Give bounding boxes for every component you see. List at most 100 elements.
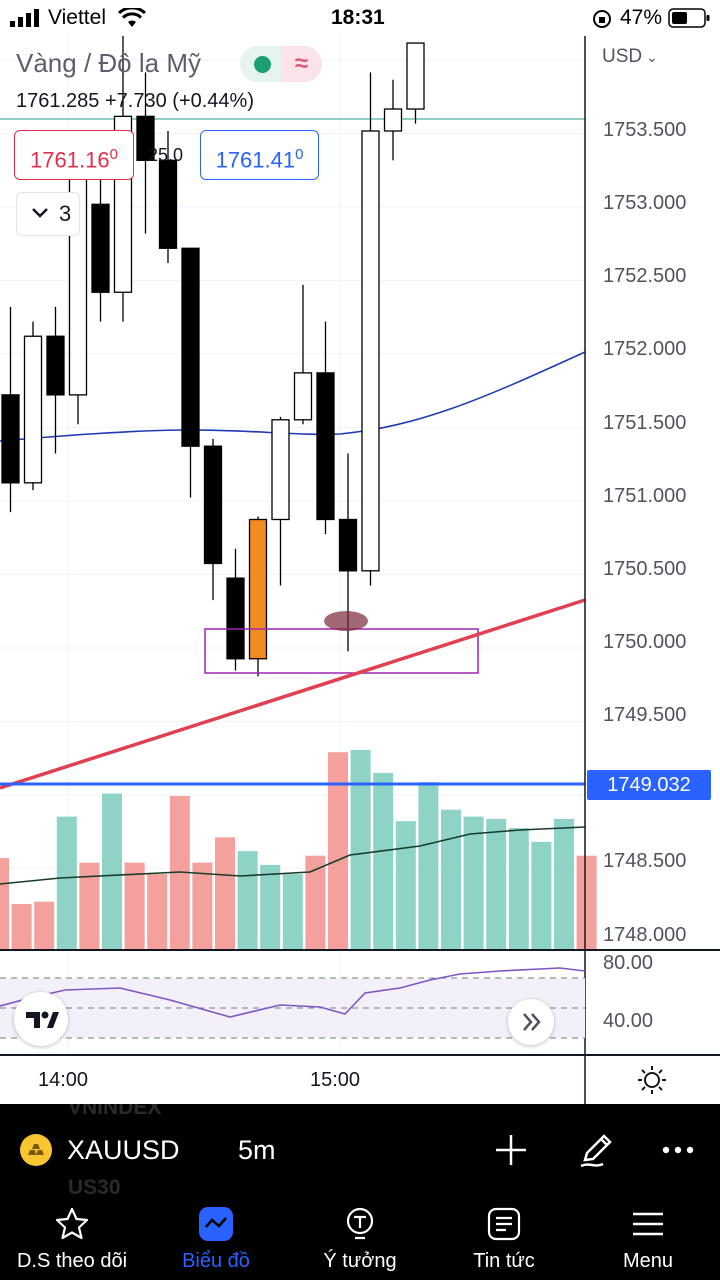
price-chart[interactable] [0, 36, 720, 1104]
price-axis-label: 1753.500 [603, 119, 687, 141]
bid-price: 1761.16 [30, 147, 110, 173]
news-icon [487, 1207, 521, 1241]
chart-settings-button[interactable] [636, 1064, 668, 1096]
volume-bar [260, 864, 281, 950]
chevron-down-icon [32, 208, 48, 218]
gold-bars-icon [20, 1134, 52, 1166]
volume-bar [463, 816, 484, 950]
volume-bar [531, 841, 552, 950]
candle-body [338, 518, 358, 572]
carrier-name: Viettel [48, 6, 106, 29]
volume-bar [237, 851, 258, 950]
battery-percent: 47% [620, 6, 663, 29]
interval-selector[interactable]: 5m [238, 1135, 276, 1165]
add-icon[interactable] [493, 1132, 529, 1168]
chart-area[interactable]: Vàng / Đô la Mỹ ≈ 1761.285 +7.730 (+0.44… [0, 36, 720, 1104]
volume-bar [147, 874, 168, 950]
candle-body [46, 335, 65, 396]
idea-bulb-icon [346, 1207, 374, 1240]
candle-body [383, 108, 403, 132]
bid-price-sup: 0 [109, 146, 118, 163]
price-axis-label: 1752.500 [603, 265, 687, 287]
volume-bar [554, 818, 574, 950]
ask-price: 1761.41 [215, 147, 296, 173]
bottom-toolbar: VNINDEX US30 XAUUSD 5m [0, 1104, 720, 1194]
brush-mark [324, 611, 368, 631]
symbol-selector[interactable]: XAUUSD [67, 1135, 180, 1165]
wave-icon: ≈ [281, 46, 322, 82]
candle-body [361, 130, 380, 572]
scroll-to-realtime-button[interactable] [508, 999, 554, 1045]
nav-label: Tin tức [473, 1250, 535, 1272]
nav-chart[interactable]: Biểu đồ [144, 1194, 288, 1280]
nav-label: Ý tưởng [323, 1250, 397, 1272]
status-bar: Viettel 18:31 47% [0, 0, 720, 36]
candle-body [248, 518, 268, 660]
volume-bar [508, 828, 529, 950]
price-axis-label: 1750.500 [603, 558, 687, 580]
price-line: 1761.285 +7.730 (+0.44%) [16, 90, 254, 113]
volume-bar [11, 904, 32, 950]
volume-bar [79, 862, 100, 950]
bottom-navigation: D.S theo dõi Biểu đồ Ý tưởng Tin tức Men… [0, 1194, 720, 1280]
candle-body [23, 335, 43, 484]
menu-icon [633, 1212, 663, 1236]
signal-icon [10, 9, 39, 27]
volume-bar [0, 858, 9, 950]
nav-menu[interactable]: Menu [576, 1194, 720, 1280]
price-axis-label: 1751.000 [603, 485, 687, 507]
price-axis-label: 1748.500 [603, 850, 687, 872]
sell-price-box[interactable]: 1761.160 [14, 130, 134, 180]
trend-line [0, 598, 586, 790]
volume-bar [169, 795, 190, 950]
price-change-pct: (+0.44%) [172, 90, 254, 112]
volume-bar [215, 837, 235, 950]
currency-selector[interactable]: USD ⌄ [602, 46, 658, 68]
indicators-collapse-button[interactable]: 3 [16, 192, 80, 236]
volume-bar [305, 855, 326, 950]
volume-bar [124, 862, 145, 950]
buy-price-box[interactable]: 1761.410 [200, 130, 319, 180]
candle-body [226, 577, 245, 660]
volume-bar [441, 809, 461, 950]
nav-ideas[interactable]: Ý tưởng [288, 1194, 432, 1280]
orientation-lock-icon [593, 10, 611, 28]
rsi-line [0, 967, 586, 1018]
star-icon [55, 1207, 89, 1240]
market-open-dot-icon [254, 56, 271, 73]
nav-label: D.S theo dõi [16, 1250, 128, 1272]
candle-body [271, 419, 290, 521]
candle-body [136, 115, 155, 161]
currency-label: USD [602, 46, 643, 67]
drawing-pen-icon[interactable] [577, 1130, 617, 1170]
symbol-title: Vàng / Đô la Mỹ [16, 48, 201, 78]
more-options-icon[interactable] [658, 1132, 698, 1168]
clock: 18:31 [331, 6, 385, 29]
indicator-count: 3 [59, 201, 72, 226]
candle-body [316, 372, 335, 521]
candle-body [158, 159, 178, 249]
ghost-symbol-text: US30 [68, 1176, 121, 1194]
volume-bar [418, 782, 439, 950]
nav-news[interactable]: Tin tức [432, 1194, 576, 1280]
price-axis-label: 1752.000 [603, 338, 687, 360]
current-price-tag: 1749.032 [587, 770, 711, 800]
chart-icon [199, 1207, 233, 1241]
market-status-pill[interactable]: ≈ [240, 46, 322, 82]
tradingview-logo-icon[interactable] [14, 992, 68, 1046]
support-zone-box [204, 628, 479, 674]
time-axis-label: 15:00 [310, 1069, 361, 1091]
battery-icon [668, 8, 710, 28]
volume-bar [576, 855, 597, 950]
nav-watchlist[interactable]: D.S theo dõi [0, 1194, 144, 1280]
candle-body [181, 247, 200, 447]
candle-body [293, 372, 313, 421]
ask-price-sup: 0 [295, 146, 304, 163]
volume-bar [34, 901, 55, 950]
volume-bar [395, 821, 416, 950]
sun-settings-icon [638, 1066, 666, 1094]
price-axis-label: 1751.500 [603, 412, 687, 434]
candle-body [91, 203, 110, 293]
volume-bar [486, 818, 507, 950]
